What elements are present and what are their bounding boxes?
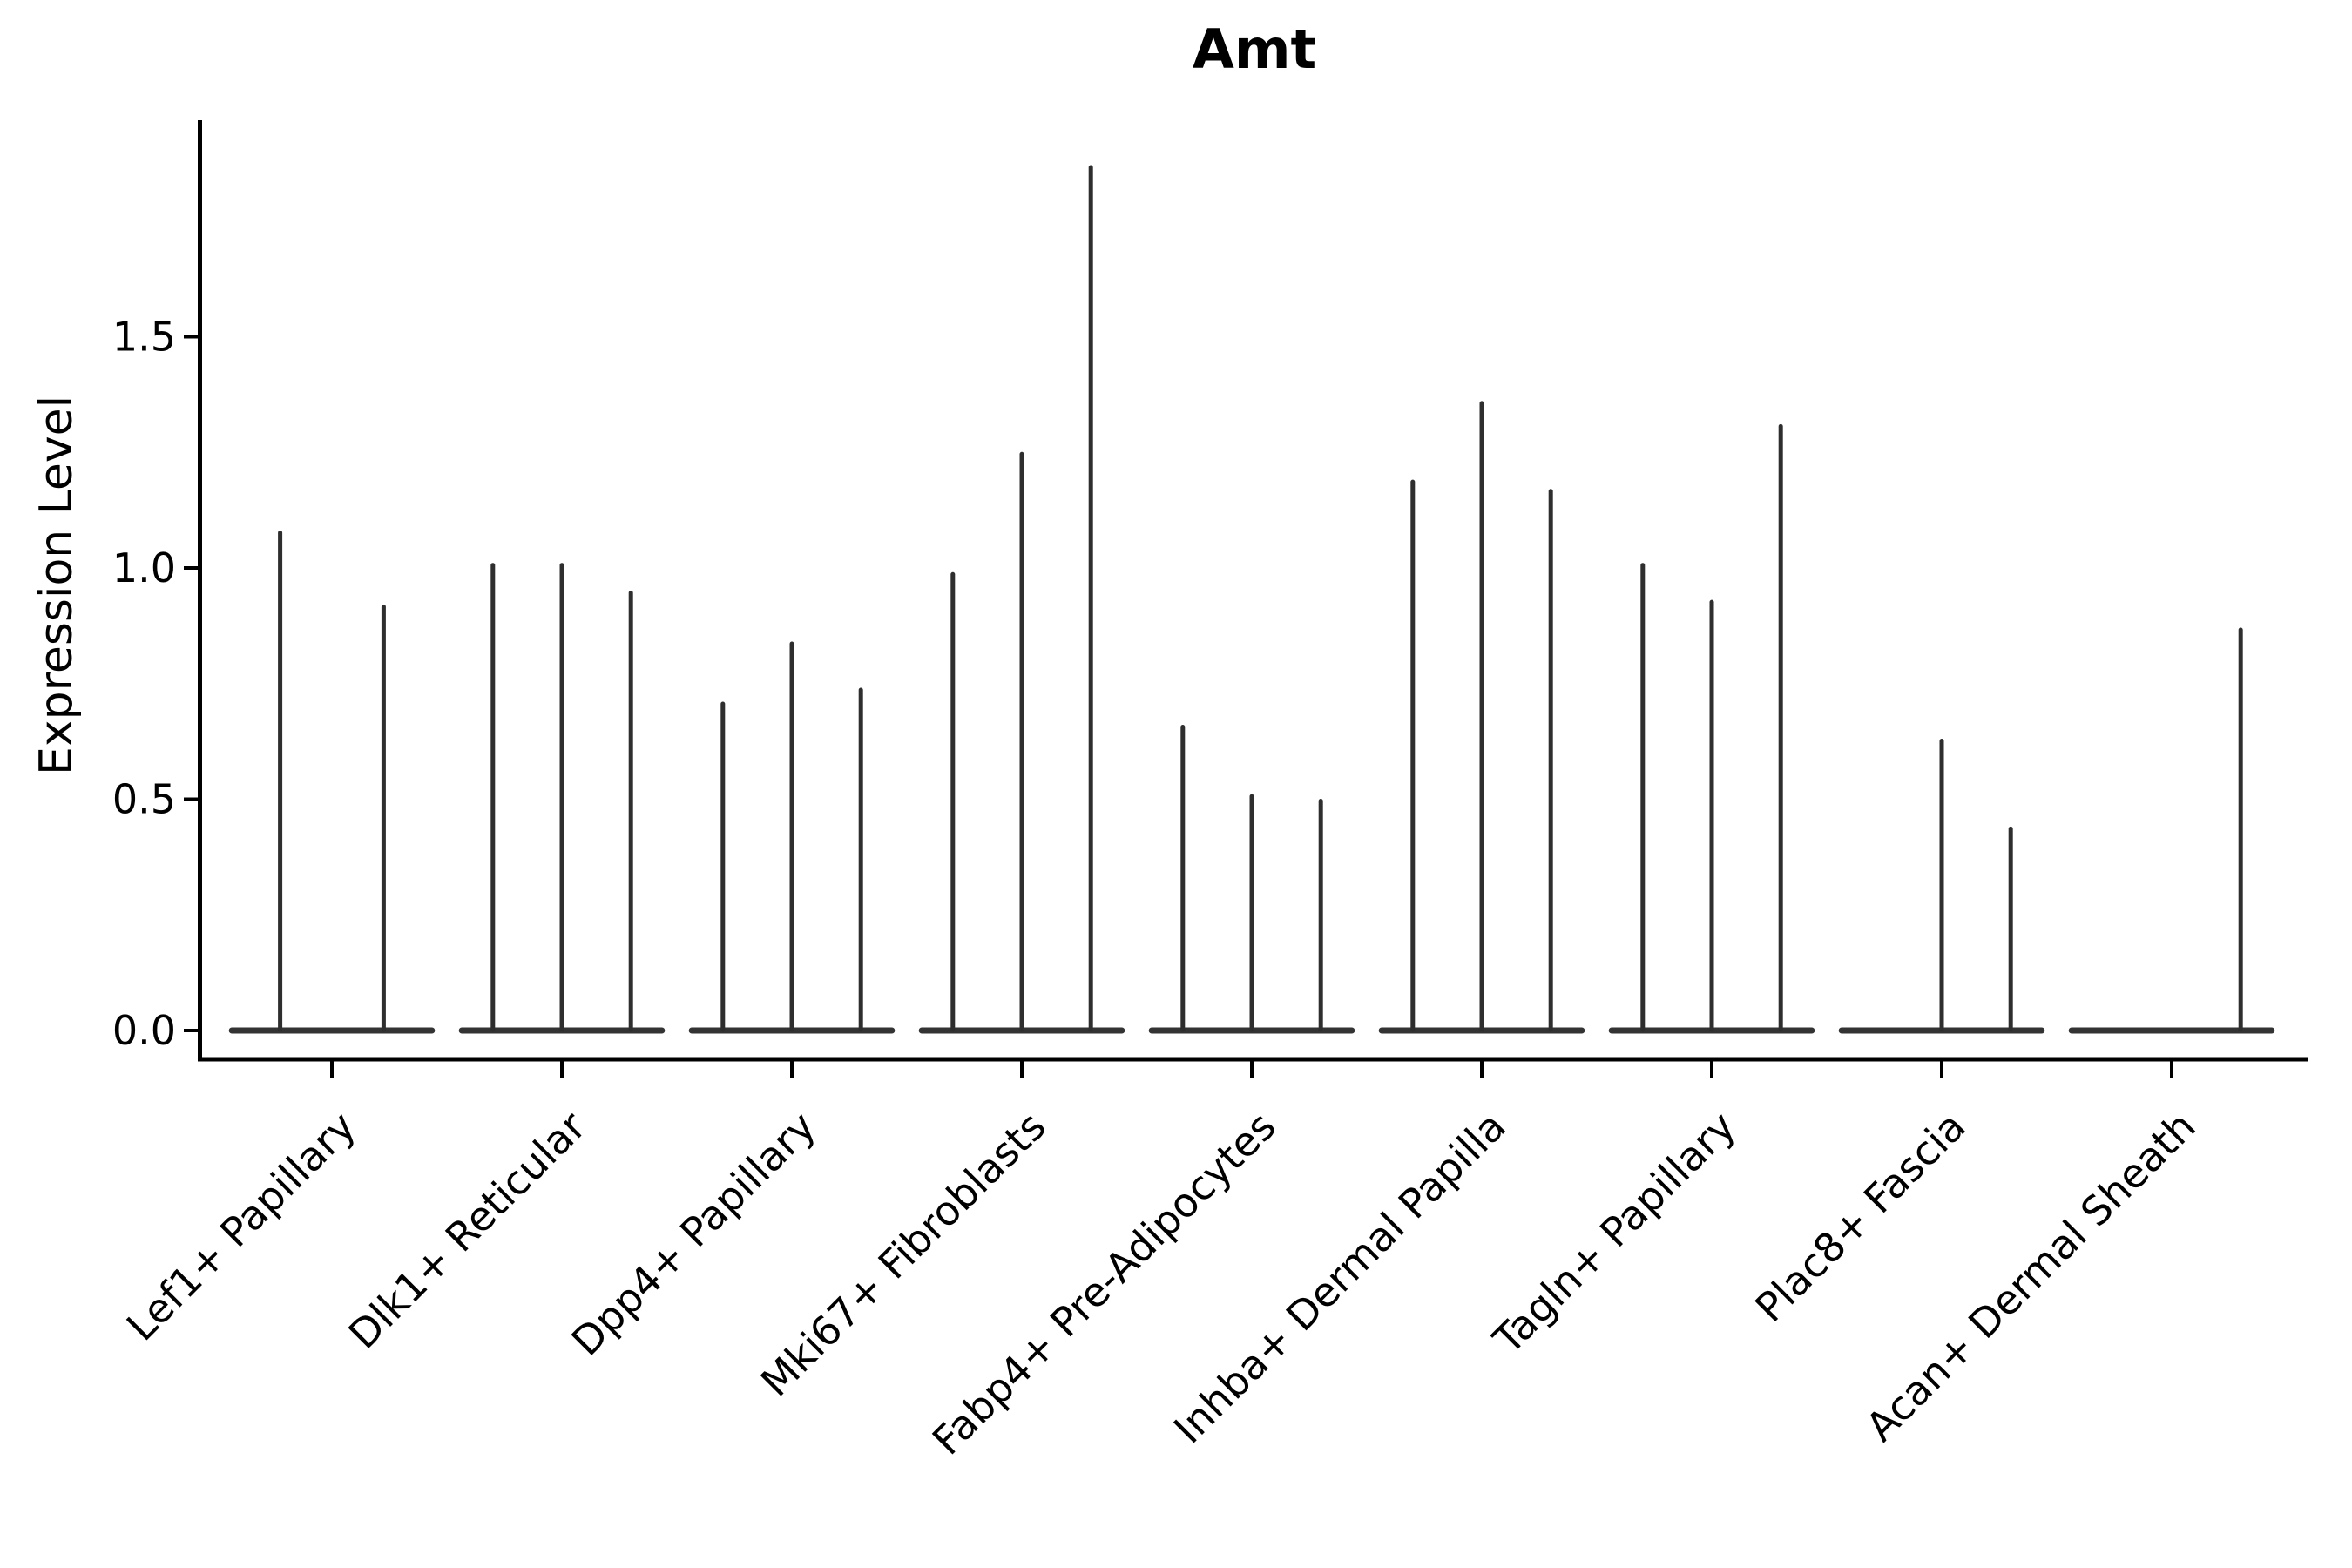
- y-tick-label: 1.0: [112, 544, 176, 591]
- violin-group: [458, 563, 666, 1034]
- violin-group: [1378, 401, 1585, 1034]
- violin-group: [918, 165, 1125, 1034]
- y-axis-label: Expression Level: [30, 395, 83, 775]
- violin-layer: [228, 165, 2275, 1034]
- x-tick-label: Dlk1+ Reticular: [340, 1103, 595, 1358]
- chart-title: Amt: [1193, 17, 1316, 81]
- x-tick-label: Plac8+ Fascia: [1746, 1103, 1974, 1331]
- violin-group: [1608, 423, 1815, 1034]
- y-tick-label: 0.5: [112, 776, 176, 823]
- y-tick-label: 1.5: [112, 314, 176, 361]
- y-tick-label: 0.0: [112, 1007, 176, 1054]
- violin-group: [228, 531, 436, 1034]
- violin-group: [1148, 725, 1355, 1034]
- violin-group: [688, 641, 896, 1034]
- x-tick-label: Dpp4+ Papillary: [563, 1103, 825, 1365]
- violin-group: [2068, 627, 2275, 1034]
- violin-group: [1838, 738, 2045, 1034]
- x-tick-label: Lef1+ Papillary: [118, 1103, 365, 1350]
- x-tick-label: Tagln+ Papillary: [1484, 1103, 1745, 1364]
